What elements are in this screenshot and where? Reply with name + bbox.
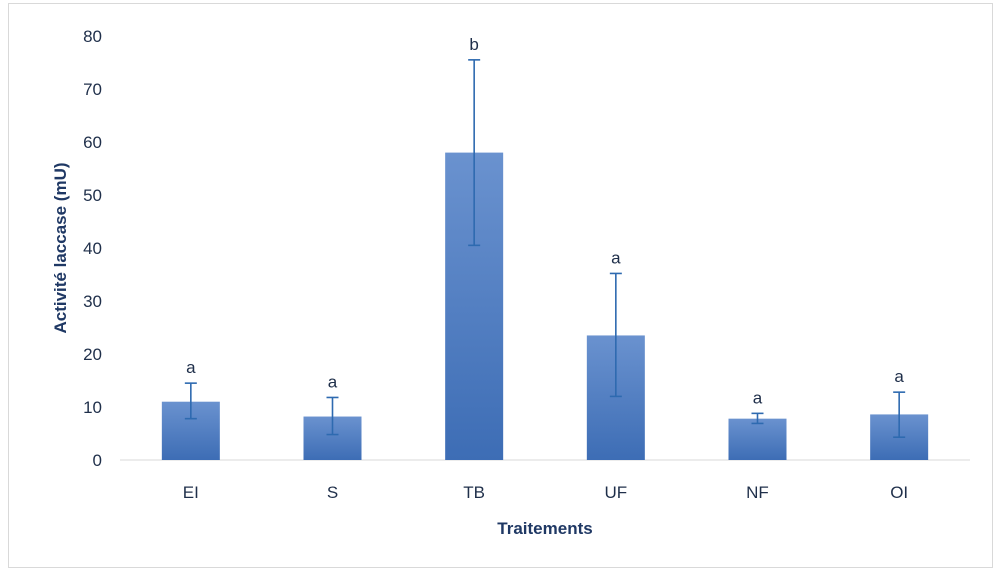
y-tick-label: 10 (83, 398, 102, 417)
significance-label-uf: a (611, 248, 621, 267)
y-tick-label: 60 (83, 133, 102, 152)
significance-label-tb: b (469, 35, 478, 54)
significance-label-s: a (328, 372, 338, 391)
y-tick-label: 30 (83, 292, 102, 311)
error-bar-oi (893, 391, 906, 439)
significance-label-ei: a (186, 358, 196, 377)
y-tick-label: 20 (83, 345, 102, 364)
error-bar-uf (609, 272, 622, 398)
error-bars (184, 59, 906, 439)
y-tick-label: 40 (83, 239, 102, 258)
x-tick-label-oi: OI (890, 483, 908, 502)
significance-label-nf: a (753, 388, 763, 407)
y-tick-label: 50 (83, 186, 102, 205)
error-bar-ei (184, 382, 197, 420)
y-tick-label: 0 (93, 451, 102, 470)
x-axis-title: Traitements (497, 519, 592, 538)
y-axis-ticks: 0 10 20 30 40 50 60 70 80 (83, 27, 102, 470)
x-axis-ticks: EI S TB UF NF OI (183, 483, 908, 502)
y-tick-label: 70 (83, 80, 102, 99)
error-bar-s (326, 396, 339, 436)
x-tick-label-s: S (327, 483, 338, 502)
y-axis-title: Activité laccase (mU) (51, 162, 70, 333)
significance-labels: a a b a a a (186, 35, 904, 408)
bars (161, 152, 929, 460)
x-tick-label-uf: UF (604, 483, 627, 502)
error-bar-tb (468, 59, 481, 247)
significance-label-oi: a (894, 367, 904, 386)
y-tick-label: 80 (83, 27, 102, 46)
x-tick-label-nf: NF (746, 483, 769, 502)
x-tick-label-tb: TB (463, 483, 485, 502)
error-bar-nf (751, 412, 764, 425)
bar-nf (728, 418, 787, 460)
x-tick-label-ei: EI (183, 483, 199, 502)
